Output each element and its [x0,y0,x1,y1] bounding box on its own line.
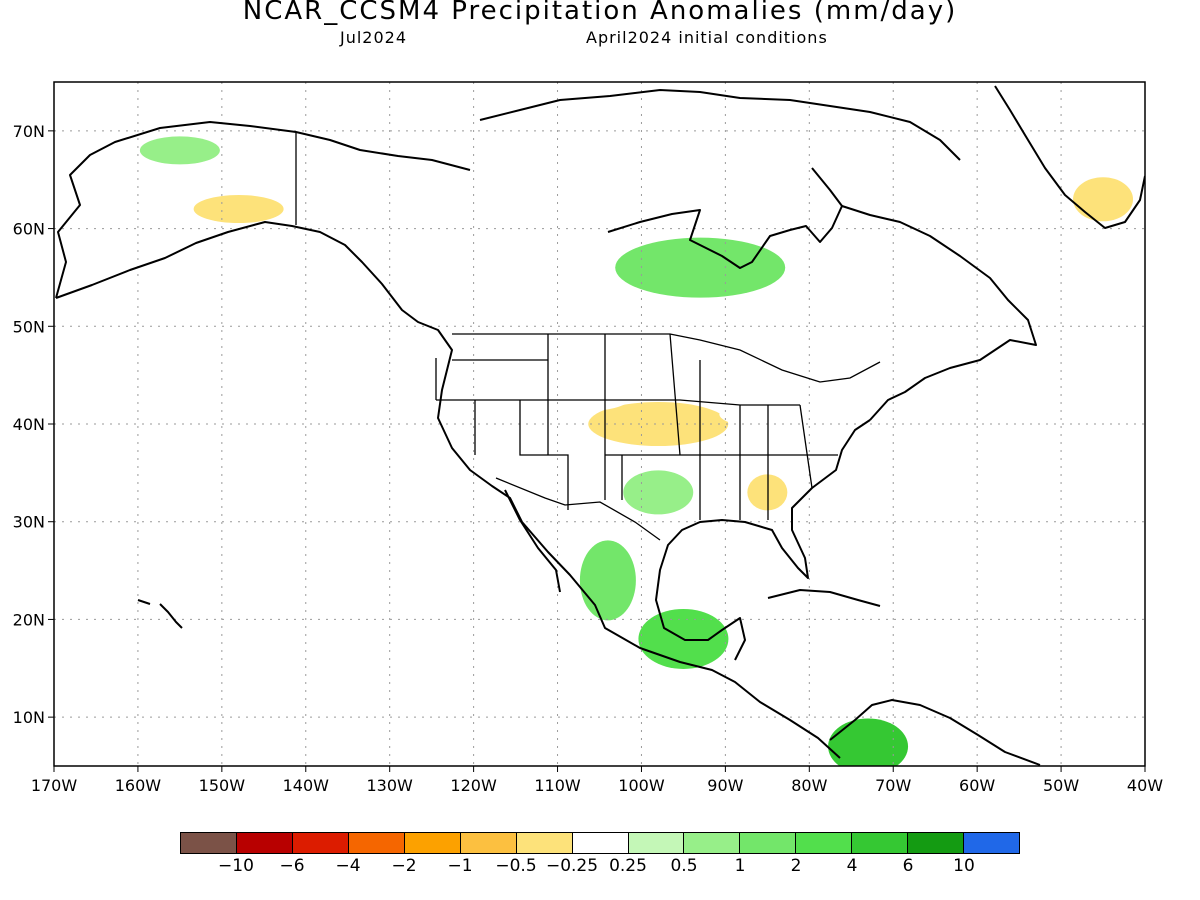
legend-swatch [796,832,853,854]
legend-label: −1 [447,856,473,876]
legend-swatch [572,832,629,854]
anomaly-region [615,237,786,298]
lat-tick-label: 50N [13,317,45,336]
legend-label: 6 [902,856,914,876]
coastline-hudson-bay [607,167,843,269]
anomaly-region [193,195,284,224]
lon-tick-label: 130W [367,776,414,795]
legend-label: 1 [734,856,746,876]
lon-tick-label: 90W [707,776,743,795]
coastline-arctic-islands [479,89,961,161]
coastline-east-us [655,419,871,661]
coastline-south-america [829,699,1041,766]
legend-swatch [516,832,573,854]
coastline-greenland [994,85,1145,229]
legend-swatch [460,832,517,854]
legend-swatch [348,832,405,854]
legend-swatch [684,832,741,854]
lon-tick-label: 80W [791,776,827,795]
lon-tick-label: 40W [1127,776,1163,795]
lat-tick-label: 30N [13,513,45,532]
legend-swatch [740,832,797,854]
anomaly-region [1073,177,1134,222]
legend-label: 4 [846,856,858,876]
lon-tick-label: 70W [875,776,911,795]
legend-swatch [964,832,1021,854]
lat-tick-label: 70N [13,122,45,141]
legend-swatch [236,832,293,854]
lat-tick-label: 60N [13,220,45,239]
legend-swatch [404,832,461,854]
legend-labels: −10 −6 −4 −2 −1 −0.5 −0.25 0.25 0.5 1 2 4 6 10 [0,856,1200,880]
legend-swatch [628,832,685,854]
legend-label: −2 [391,856,417,876]
color-legend [180,832,1021,854]
legend-label: 2 [790,856,802,876]
anomaly-region [747,474,788,511]
lon-tick-label: 110W [534,776,581,795]
border-us-mexico [495,477,661,541]
legend-label: −6 [279,856,305,876]
anomaly-region [556,169,677,210]
legend-swatch [292,832,349,854]
anomaly-region [623,470,694,515]
state-lines [435,333,838,520]
chart-title: NCAR_CCSM4 Precipitation Anomalies (mm/d… [242,0,958,26]
lon-tick-label: 170W [31,776,78,795]
coastline-cuba [767,589,881,607]
anomaly-region [139,136,220,165]
legend-label: −10 [218,856,254,876]
lon-tick-label: 60W [959,776,995,795]
anomaly-region [549,378,634,411]
lon-tick-label: 150W [199,776,246,795]
lat-tick-label: 40N [13,415,45,434]
legend-label: −0.25 [545,856,599,876]
init-conditions-label: April2024 initial conditions [586,28,828,47]
legend-swatch [180,832,237,854]
lon-tick-label: 50W [1043,776,1079,795]
coastline-labrador [841,205,1037,421]
lon-tick-label: 140W [283,776,330,795]
anomaly-region [588,402,729,446]
lon-tick-label: 160W [115,776,162,795]
anomaly-region [579,540,636,621]
lon-tick-label: 120W [450,776,497,795]
legend-label: −4 [335,856,361,876]
month-label: Jul2024 [340,28,408,47]
legend-swatch [852,832,909,854]
lat-tick-label: 20N [13,610,45,629]
legend-swatch [908,832,965,854]
anomaly-region [828,718,909,766]
lon-tick-label: 100W [618,776,665,795]
legend-label: 0.5 [670,856,698,876]
border-canada-us [452,333,881,383]
coastline-hawaii [137,599,183,629]
legend-label: 10 [953,856,975,876]
coastline-alaska-north [55,121,471,299]
legend-label: −0.5 [495,856,537,876]
lat-tick-label: 10N [13,708,45,727]
coastline-baja [504,489,561,593]
legend-label: 0.25 [609,856,647,876]
coastline-west [55,221,841,759]
